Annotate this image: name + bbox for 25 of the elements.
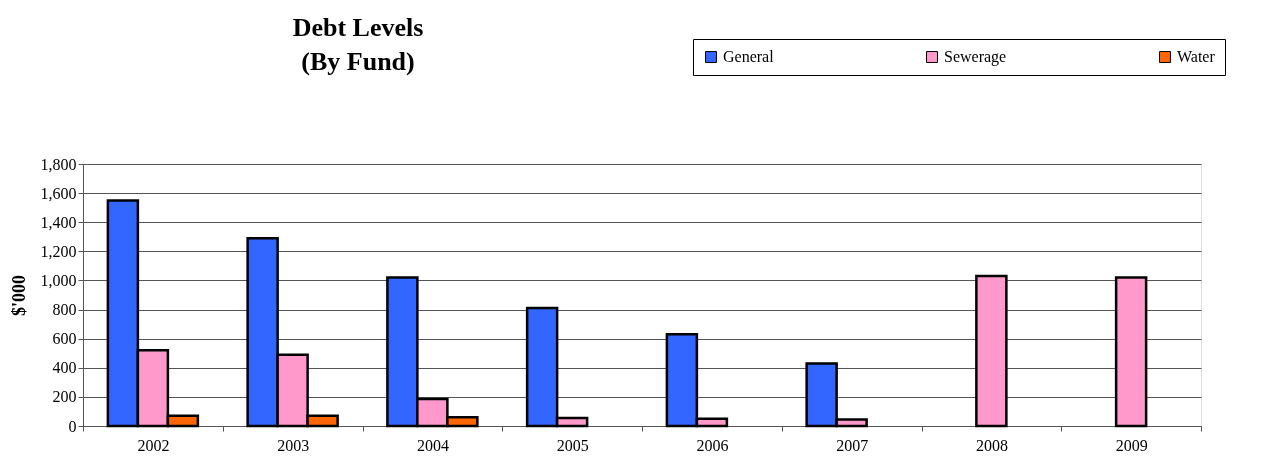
y-tick-label: 1,800 — [40, 155, 77, 173]
y-axis-title: $'000 — [8, 274, 29, 317]
legend-label: Water — [1177, 48, 1216, 65]
x-tick-label: 2007 — [836, 436, 869, 454]
x-tick-label: 2006 — [696, 436, 729, 454]
bar — [1114, 276, 1148, 428]
bar — [975, 274, 1008, 428]
x-tick-label: 2003 — [277, 436, 310, 454]
y-tick-label: 0 — [68, 417, 77, 435]
legend-label: General — [723, 48, 775, 65]
y-tick-label: 400 — [52, 359, 77, 377]
y-tick-label: 800 — [52, 301, 77, 319]
x-tick-label: 2002 — [137, 436, 170, 454]
legend-label: Sewerage — [944, 48, 1007, 66]
chart-title: Debt Levels (By Fund) — [292, 13, 424, 76]
x-tick-label: 2009 — [1115, 436, 1148, 454]
y-tick-label: 1,400 — [40, 213, 77, 231]
y-tick-label: 1,000 — [40, 271, 77, 289]
y-tick-label: 200 — [52, 388, 77, 406]
y-tick-label: 1,200 — [40, 242, 77, 260]
y-tick-label: 600 — [52, 330, 77, 348]
x-tick-label: 2004 — [416, 436, 449, 454]
x-tick-label: 2005 — [556, 436, 589, 454]
x-tick-label: 2008 — [975, 436, 1008, 454]
y-tick-label: 1,600 — [40, 184, 77, 202]
